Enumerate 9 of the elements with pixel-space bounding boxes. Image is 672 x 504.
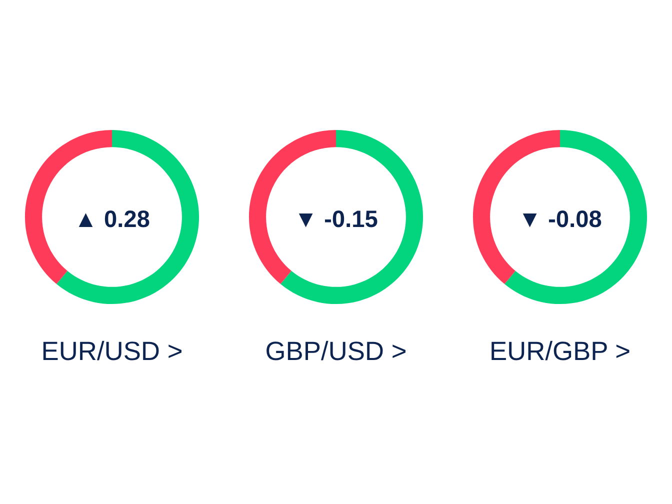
donut-slice xyxy=(56,130,200,304)
text: EUR/USD > xyxy=(43,340,182,360)
donut-slice xyxy=(504,130,648,304)
donut-slice xyxy=(280,130,424,304)
text: ▼ -0.08 xyxy=(522,210,602,228)
text: GBP/USD > xyxy=(266,340,406,360)
text: EUR/GBP > xyxy=(492,340,630,360)
text: ▼ -0.15 xyxy=(298,210,378,228)
text: ▲ 0.28 xyxy=(78,210,150,228)
